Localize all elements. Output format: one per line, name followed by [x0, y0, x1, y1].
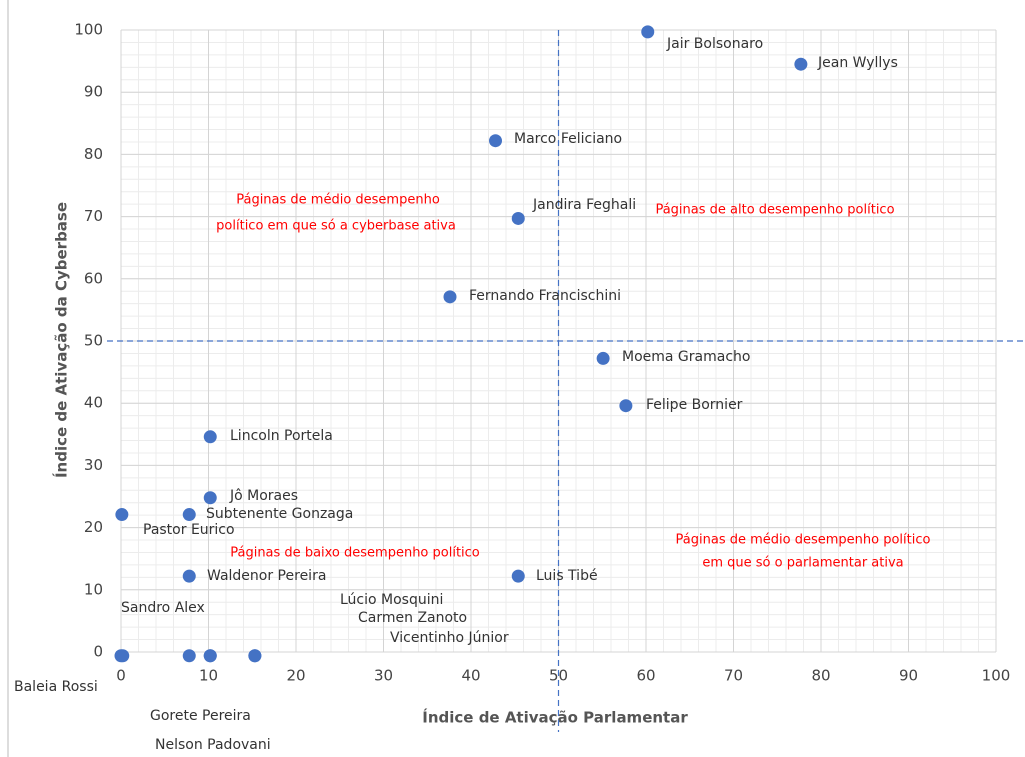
y-tick-label: 80 — [84, 145, 103, 163]
x-tick-label: 40 — [461, 667, 480, 685]
point-label: Jandira Feghali — [532, 197, 636, 213]
point — [641, 25, 655, 39]
y-tick-label: 30 — [84, 456, 103, 474]
x-tick-label: 70 — [724, 667, 743, 685]
y-tick-label: 40 — [84, 394, 103, 412]
point — [115, 508, 129, 522]
point — [116, 649, 130, 663]
y-tick-label: 100 — [74, 21, 103, 39]
point-label: Gorete Pereira — [150, 708, 251, 724]
y-axis-label: Índice de Ativação da Cyberbase — [52, 202, 71, 478]
point-label: Jean Wyllys — [817, 55, 898, 71]
x-tick-label: 90 — [899, 667, 918, 685]
point — [182, 569, 196, 583]
y-tick-label: 70 — [84, 207, 103, 225]
point-label: Fernando Francischini — [469, 288, 621, 304]
point-label: Lincoln Portela — [230, 428, 333, 444]
point — [619, 399, 633, 413]
annotation: Páginas de baixo desempenho político — [230, 546, 480, 561]
point-label: Sandro Alex — [121, 600, 205, 616]
point — [182, 508, 196, 522]
y-tick-label: 90 — [84, 83, 103, 101]
x-tick-label: 60 — [636, 667, 655, 685]
point — [489, 134, 502, 148]
x-tick-label: 30 — [374, 667, 393, 685]
point-label: Vicentinho Júnior — [390, 630, 509, 646]
x-tick-label: 10 — [199, 667, 218, 685]
annotation: Páginas de alto desempenho político — [655, 203, 894, 218]
x-tick-label: 80 — [811, 667, 830, 685]
y-tick-label: 60 — [84, 269, 103, 287]
point — [203, 491, 217, 505]
point-label: Jô Moraes — [229, 488, 298, 504]
point-label: Luis Tibé — [536, 568, 598, 584]
point-label: Lúcio Mosquini — [340, 592, 443, 608]
y-tick-label: 0 — [93, 643, 103, 661]
point-label: Marco Feliciano — [514, 131, 622, 147]
point — [511, 569, 525, 583]
point-label: Moema Gramacho — [622, 349, 750, 365]
point-label: Baleia Rossi — [14, 679, 98, 695]
point — [596, 351, 610, 365]
point — [203, 430, 217, 444]
annotation: em que só o parlamentar ativa — [702, 556, 903, 571]
point — [203, 649, 217, 663]
point-label: Pastor Eurico — [143, 522, 235, 538]
point-label: Felipe Bornier — [646, 397, 743, 413]
y-tick-label: 50 — [84, 332, 103, 350]
point — [443, 290, 457, 304]
point — [794, 57, 808, 71]
x-tick-label: 0 — [116, 667, 126, 685]
point — [511, 211, 525, 225]
point-label: Subtenente Gonzaga — [206, 506, 353, 522]
x-axis-label: Índice de Ativação Parlamentar — [422, 708, 688, 727]
annotation: político em que só a cyberbase ativa — [216, 219, 456, 234]
point — [182, 649, 196, 663]
y-tick-label: 20 — [84, 518, 103, 536]
y-tick-label: 10 — [84, 580, 103, 598]
point — [248, 649, 262, 663]
point-label: Waldenor Pereira — [207, 568, 326, 584]
x-tick-label: 100 — [982, 667, 1011, 685]
x-tick-label: 20 — [286, 667, 305, 685]
point-label: Jair Bolsonaro — [666, 36, 763, 52]
annotation: Páginas de médio desempenho político — [676, 533, 931, 548]
point-label: Nelson Padovani — [155, 737, 271, 753]
annotation: Páginas de médio desempenho — [236, 193, 440, 208]
point-label: Carmen Zanoto — [358, 610, 467, 626]
